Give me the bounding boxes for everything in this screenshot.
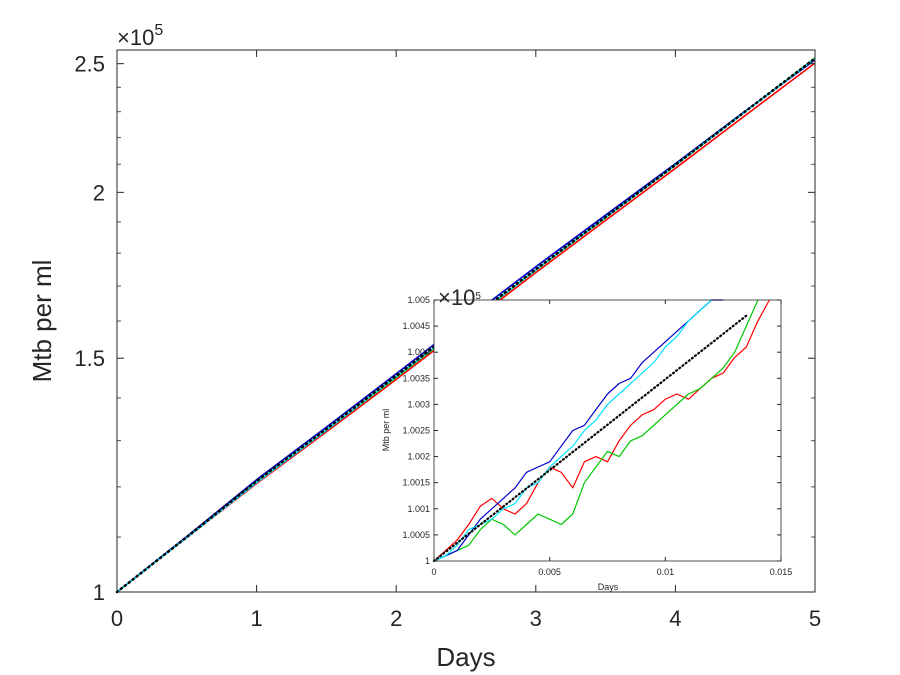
inset-y-tick-label: 1 [425, 556, 430, 566]
main-x-tick-label: 2 [390, 606, 402, 631]
inset-y-tick-label: 1.005 [407, 295, 430, 305]
inset-y-tick-label: 1.002 [407, 452, 430, 462]
main-axis-ticks: 0 1 2 3 4 511.522.5 [74, 50, 821, 631]
inset-series-line [433, 299, 759, 562]
inset-x-tick-label: 0.005 [538, 567, 561, 577]
inset-series-lines [432, 299, 770, 563]
main-x-tick-label: 0 [111, 606, 123, 631]
inset-y-axis-label: Mtb per ml [381, 409, 391, 452]
inset-y-tick-label: 1.001 [407, 504, 430, 514]
inset-y-tick-label: 1.0035 [402, 373, 430, 383]
inset-y-tick-label: 1.004 [407, 347, 430, 357]
inset-y-exponent: ×105 [438, 285, 481, 310]
inset-y-tick-label: 1.0005 [402, 530, 430, 540]
inset-axis-ticks: 0 0.005 0.01 0.015 1 1.0005 1.001 1.0015 1.002 1.… [402, 295, 792, 577]
main-x-tick-label: 4 [669, 606, 681, 631]
inset-series-line [433, 299, 724, 562]
inset-y-tick-label: 1.0025 [402, 426, 430, 436]
inset-x-axis-label: Days [598, 582, 619, 592]
main-x-tick-label: 5 [809, 606, 821, 631]
inset-background [434, 300, 781, 561]
inset-x-tick-label: 0.01 [657, 567, 675, 577]
inset-y-exponent-power: 5 [475, 291, 481, 302]
inset-x-tick-label: 0.015 [770, 567, 793, 577]
main-x-axis-label: Days [436, 642, 495, 672]
main-x-tick-label: 3 [530, 606, 542, 631]
main-y-tick-label: 1 [93, 580, 105, 605]
inset-y-tick-label: 1.003 [407, 399, 430, 409]
inset-y-tick-label: 1.0015 [402, 478, 430, 488]
main-y-tick-label: 2.5 [74, 52, 105, 77]
inset-chart: 0 0.005 0.01 0.015 1 1.0005 1.001 1.0015 1.002 1.… [381, 285, 792, 592]
inset-series-line [432, 314, 748, 563]
main-x-tick-label: 1 [250, 606, 262, 631]
main-y-tick-label: 2 [93, 180, 105, 205]
main-y-tick-label: 1.5 [74, 346, 105, 371]
inset-x-tick-label: 0 [431, 567, 436, 577]
main-y-axis-label: Mtb per ml [27, 260, 57, 383]
main-y-exponent-power: 5 [154, 22, 163, 39]
main-y-exponent: ×105 [117, 22, 163, 50]
inset-y-tick-label: 1.0045 [402, 321, 430, 331]
